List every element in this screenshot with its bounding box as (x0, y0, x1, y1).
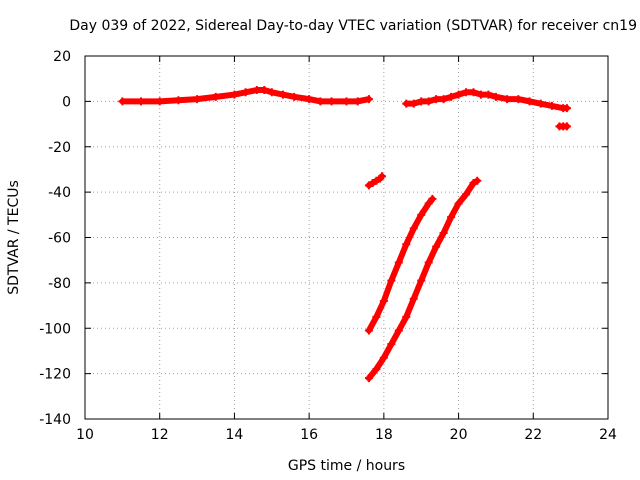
data-point (372, 312, 381, 321)
x-tick-label: 14 (226, 427, 244, 443)
y-tick-label: -140 (39, 412, 71, 428)
chart-grid (85, 56, 608, 419)
data-point (562, 104, 571, 113)
data-point (424, 97, 433, 106)
data-point (290, 92, 299, 101)
data-point (525, 97, 534, 106)
x-tick-label: 10 (76, 427, 94, 443)
data-point (278, 90, 287, 99)
data-point (377, 172, 386, 181)
data-point (503, 95, 512, 104)
y-tick-label: -120 (39, 367, 71, 383)
data-point (454, 90, 463, 99)
x-tick-label: 20 (450, 427, 468, 443)
data-point (417, 97, 426, 106)
x-tick-label: 18 (375, 427, 393, 443)
data-point (462, 88, 471, 97)
data-point (432, 242, 441, 251)
data-point (562, 122, 571, 131)
data-point (439, 228, 448, 237)
data-point (394, 326, 403, 335)
data-point (394, 258, 403, 267)
data-point (469, 88, 478, 97)
data-point (118, 97, 127, 106)
y-tick-label: -60 (48, 231, 71, 247)
data-point (155, 97, 164, 106)
data-point (417, 210, 426, 219)
data-point (174, 96, 183, 105)
data-point (137, 97, 146, 106)
data-point (316, 97, 325, 106)
data-point (230, 90, 239, 99)
data-point (484, 90, 493, 99)
series-5-trace (365, 177, 481, 382)
data-point (439, 95, 448, 104)
x-tick-label: 22 (524, 427, 542, 443)
data-point (447, 92, 456, 101)
y-tick-label: -100 (39, 321, 71, 337)
data-point (305, 95, 314, 104)
data-point (372, 365, 381, 374)
data-point (379, 353, 388, 362)
data-point (428, 194, 437, 203)
data-point (514, 95, 523, 104)
data-point (364, 374, 373, 383)
data-point (260, 86, 269, 95)
data-point (379, 297, 388, 306)
data-point (387, 340, 396, 349)
data-point (447, 213, 456, 222)
data-point (364, 326, 373, 335)
y-tick-label: -20 (48, 140, 71, 156)
y-axis-label: SDTVAR / TECUs (6, 180, 22, 295)
y-tick-label: -40 (48, 185, 71, 201)
data-point (424, 199, 433, 208)
data-point (193, 95, 202, 104)
y-tick-label: 0 (62, 94, 71, 110)
data-point (476, 90, 485, 99)
data-point (402, 312, 411, 321)
x-tick-label: 12 (151, 427, 169, 443)
data-point (432, 95, 441, 104)
chart-title: Day 039 of 2022, Sidereal Day-to-day VTE… (69, 18, 637, 34)
data-point (547, 101, 556, 110)
data-point (409, 224, 418, 233)
data-point (387, 276, 396, 285)
data-point (409, 294, 418, 303)
series-4-trace (365, 195, 436, 334)
data-point (417, 276, 426, 285)
x-tick-label: 16 (300, 427, 318, 443)
data-point (402, 99, 411, 108)
data-point (364, 95, 373, 104)
data-point (241, 88, 250, 97)
data-point (473, 176, 482, 185)
x-axis-label: GPS time / hours (288, 458, 405, 474)
data-point (402, 240, 411, 249)
data-point (536, 99, 545, 108)
data-point (252, 86, 261, 95)
data-point (327, 97, 336, 106)
data-point (353, 97, 362, 106)
data-point (491, 92, 500, 101)
x-tick-label: 24 (599, 427, 617, 443)
chart-series (118, 86, 571, 383)
y-tick-label: -80 (48, 276, 71, 292)
y-tick-label: 20 (53, 49, 71, 65)
data-point (462, 190, 471, 199)
data-point (267, 88, 276, 97)
data-point (342, 97, 351, 106)
data-point (409, 99, 418, 108)
data-point (211, 92, 220, 101)
data-point (424, 258, 433, 267)
data-point (454, 199, 463, 208)
chart-ticks: 10 12 14 16 18 20 22 24 -140 -120 -100 -80 -60 -40 -20… (39, 49, 617, 443)
